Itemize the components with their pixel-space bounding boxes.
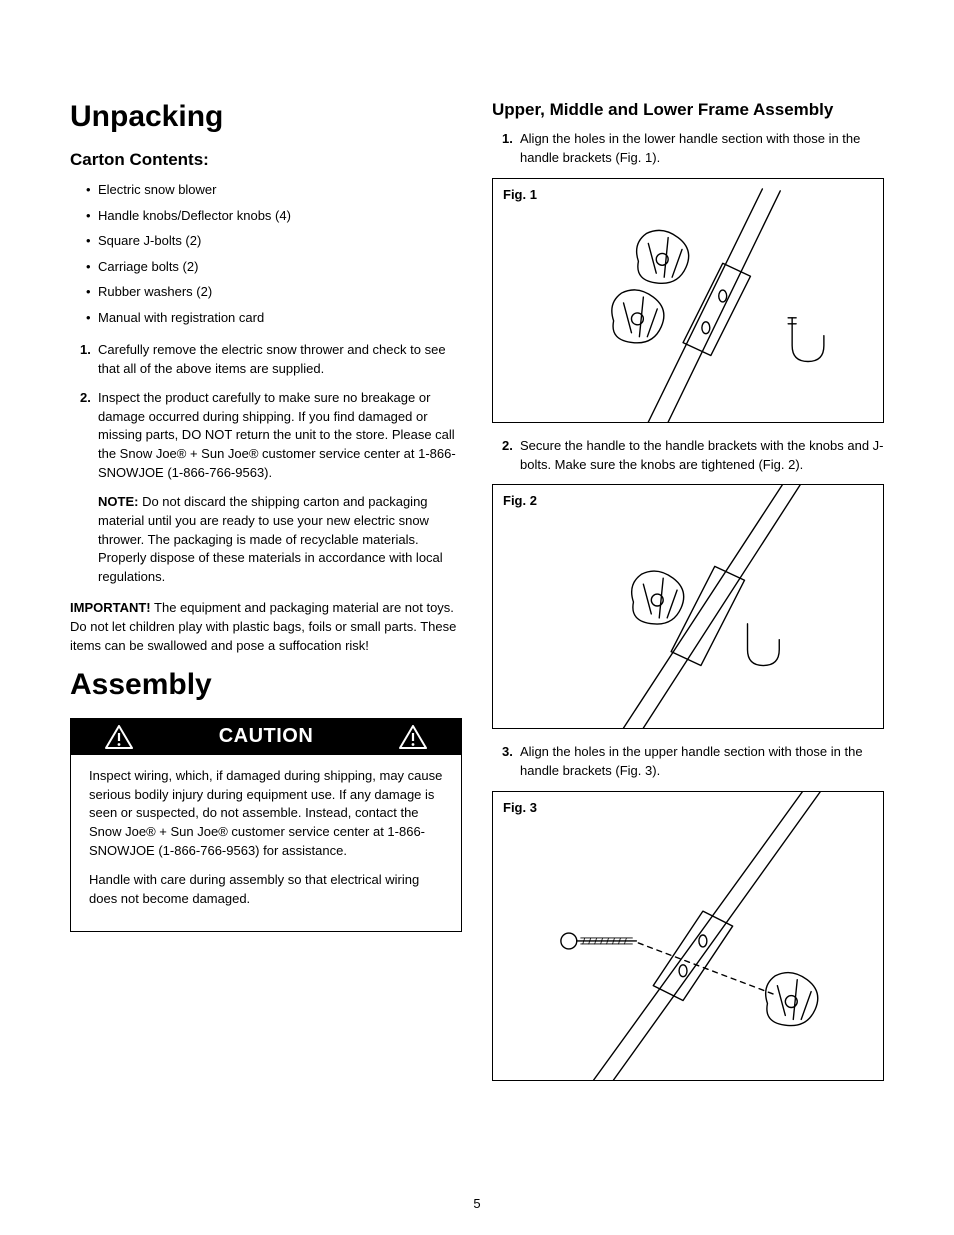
figure-2: Fig. 2: [492, 484, 884, 729]
figure-3-illustration: [493, 792, 883, 1080]
important-paragraph: IMPORTANT! The equipment and packaging m…: [70, 599, 462, 656]
list-item: Manual with registration card: [70, 308, 462, 328]
assembly-step-1: Align the holes in the lower handle sect…: [492, 130, 884, 168]
figure-1-illustration: [493, 179, 883, 422]
page-number: 5: [0, 1196, 954, 1211]
heading-unpacking: Unpacking: [70, 100, 462, 134]
list-item: Handle knobs/Deflector knobs (4): [70, 206, 462, 226]
important-label: IMPORTANT!: [70, 600, 151, 615]
step-item: Secure the handle to the handle brackets…: [492, 437, 884, 475]
figure-label: Fig. 2: [503, 493, 537, 508]
heading-frame-assembly: Upper, Middle and Lower Frame Assembly: [492, 100, 884, 120]
note-paragraph: NOTE: Do not discard the shipping carton…: [70, 493, 462, 587]
figure-1: Fig. 1: [492, 178, 884, 423]
step-item: Inspect the product carefully to make su…: [70, 389, 462, 483]
list-item: Square J-bolts (2): [70, 231, 462, 251]
caution-p1: Inspect wiring, which, if damaged during…: [89, 767, 443, 861]
caution-p2: Handle with care during assembly so that…: [89, 871, 443, 909]
left-column: Unpacking Carton Contents: Electric snow…: [70, 100, 462, 1095]
assembly-step-3: Align the holes in the upper handle sect…: [492, 743, 884, 781]
figure-3: Fig. 3: [492, 791, 884, 1081]
heading-assembly: Assembly: [70, 668, 462, 702]
caution-box: CAUTION Inspect wiring, which, if damage…: [70, 718, 462, 932]
warning-icon: [105, 725, 133, 749]
carton-contents-list: Electric snow blower Handle knobs/Deflec…: [70, 180, 462, 327]
two-column-layout: Unpacking Carton Contents: Electric snow…: [70, 100, 884, 1095]
caution-title: CAUTION: [219, 725, 314, 748]
list-item: Carriage bolts (2): [70, 257, 462, 277]
manual-page: Unpacking Carton Contents: Electric snow…: [0, 0, 954, 1235]
caution-header: CAUTION: [71, 719, 461, 755]
heading-carton-contents: Carton Contents:: [70, 150, 462, 170]
step-item: Align the holes in the upper handle sect…: [492, 743, 884, 781]
figure-2-illustration: [493, 485, 883, 728]
assembly-step-2: Secure the handle to the handle brackets…: [492, 437, 884, 475]
list-item: Electric snow blower: [70, 180, 462, 200]
figure-label: Fig. 1: [503, 187, 537, 202]
note-text: Do not discard the shipping carton and p…: [98, 494, 443, 584]
right-column: Upper, Middle and Lower Frame Assembly A…: [492, 100, 884, 1095]
list-item: Rubber washers (2): [70, 282, 462, 302]
step-item: Carefully remove the electric snow throw…: [70, 341, 462, 379]
warning-icon: [399, 725, 427, 749]
unpacking-steps: Carefully remove the electric snow throw…: [70, 341, 462, 483]
caution-body: Inspect wiring, which, if damaged during…: [71, 755, 461, 931]
step-item: Align the holes in the lower handle sect…: [492, 130, 884, 168]
note-label: NOTE:: [98, 494, 138, 509]
figure-label: Fig. 3: [503, 800, 537, 815]
